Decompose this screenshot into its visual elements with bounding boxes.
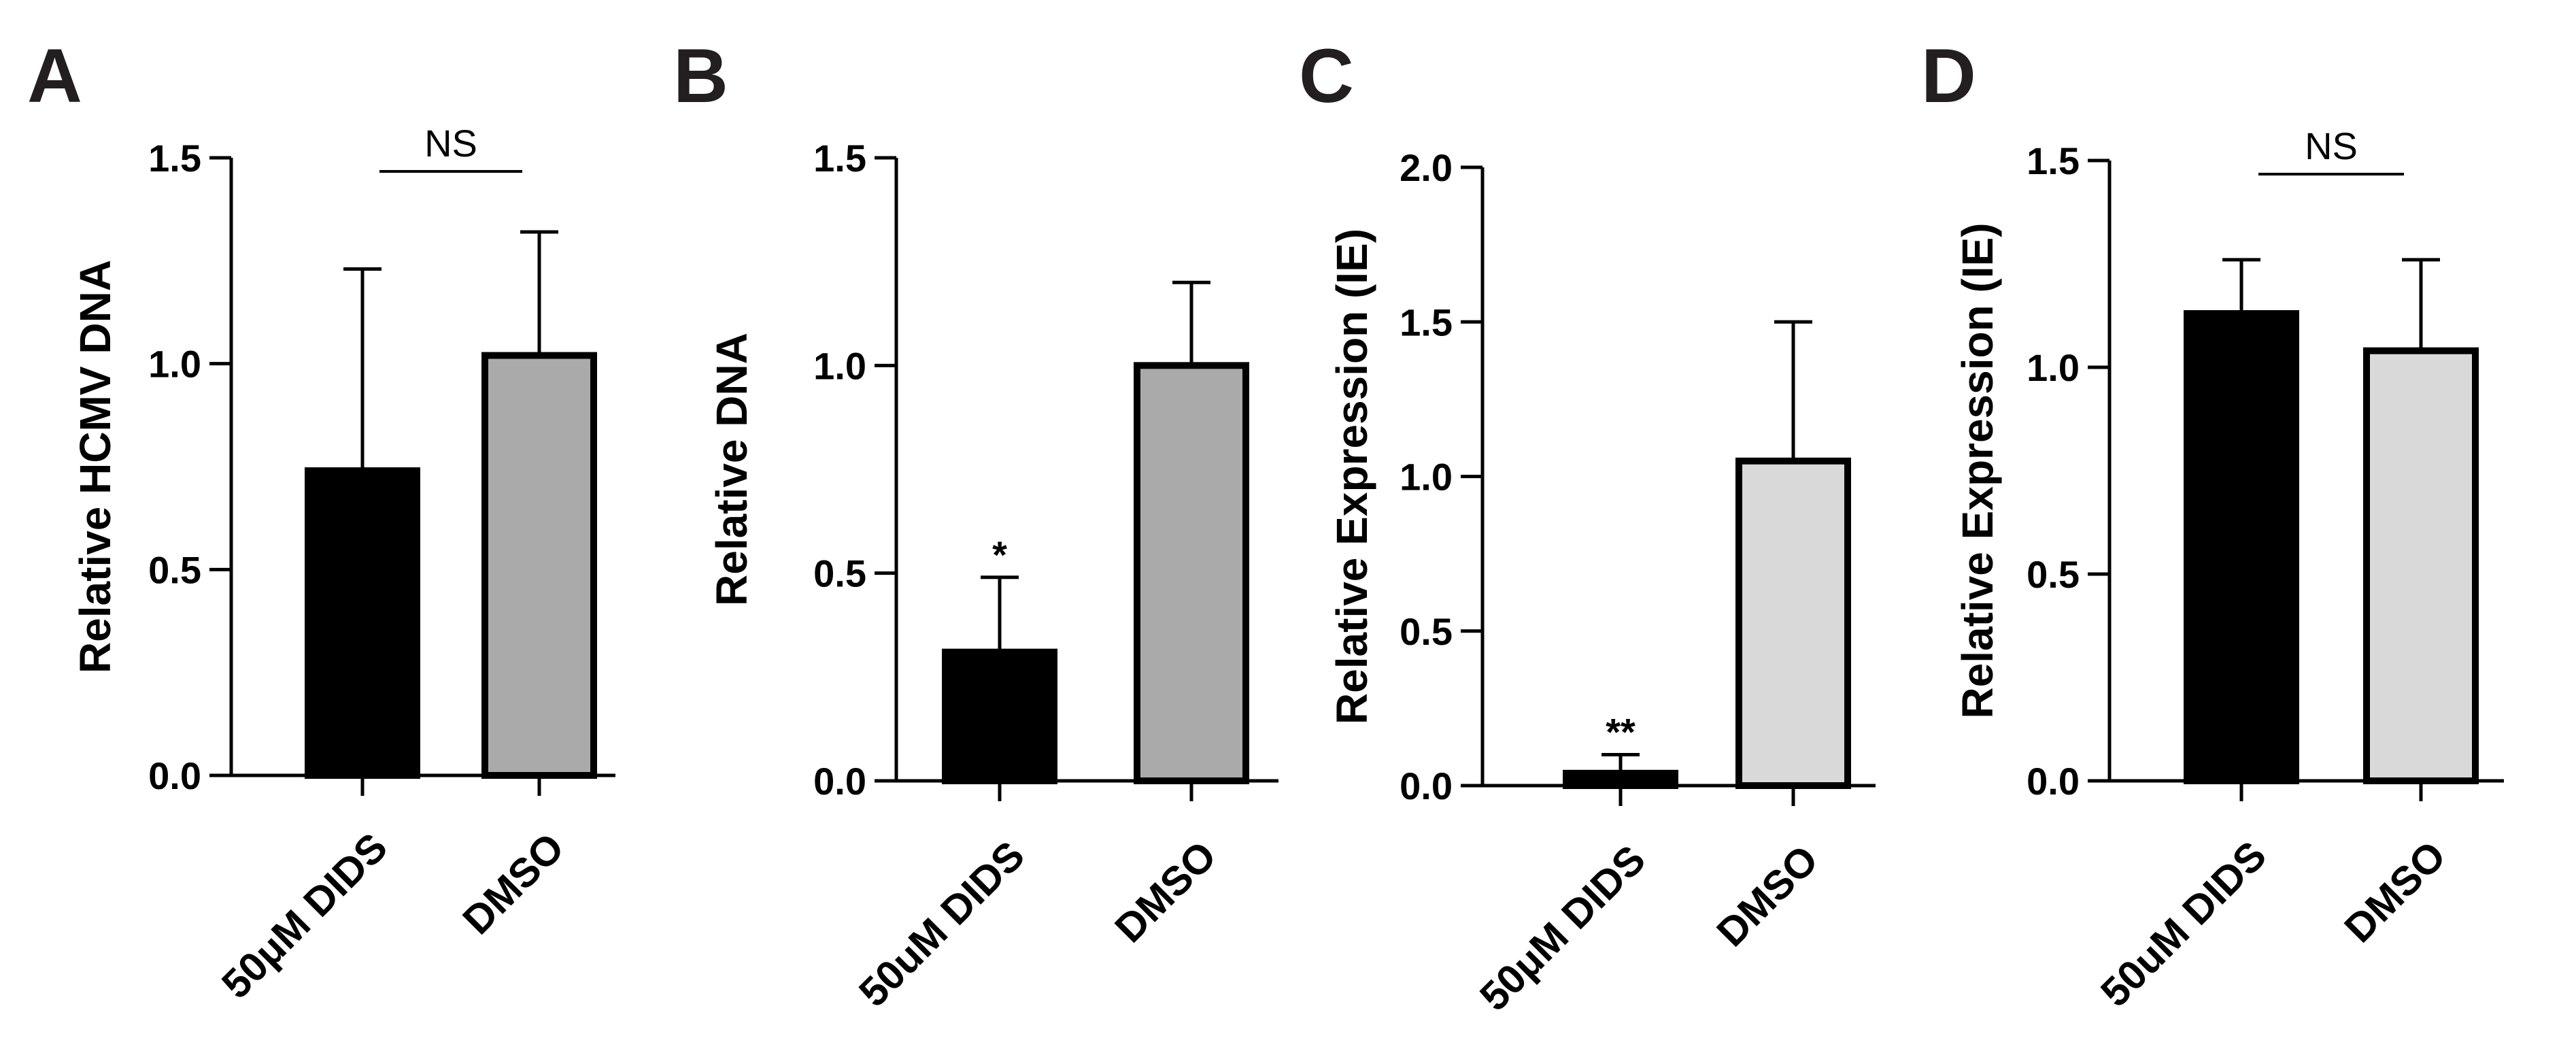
y-tick-label: 1.5 [1400, 301, 1453, 343]
y-tick-label: 0.0 [148, 754, 201, 797]
y-axis-label: Relative DNA [707, 333, 756, 606]
category-label: 50μM DIDS [213, 824, 396, 1007]
bar [305, 467, 420, 779]
y-axis-label: Relative Expression (IE) [1953, 222, 2002, 718]
y-axis-label: Relative HCMV DNA [71, 260, 120, 673]
y-tick-label: 2.0 [1400, 146, 1453, 189]
bracket-label: NS [2305, 124, 2358, 167]
y-tick-label: 1.5 [2027, 139, 2080, 182]
y-tick-label: 0.0 [1400, 765, 1453, 807]
bar [481, 352, 597, 779]
y-tick-label: 1.5 [813, 137, 866, 180]
y-tick-label: 1.5 [148, 137, 201, 180]
panels: A Relative HCMV DNA 50μM DIDS DMSO 0.0 0.5 1.0… [27, 33, 2504, 1020]
bar [1563, 769, 1678, 789]
y-tick-label: 0.5 [1400, 610, 1453, 653]
y-tick-label: 1.0 [148, 343, 201, 386]
panel-letter: C [1299, 33, 1354, 118]
panel-a: A Relative HCMV DNA 50μM DIDS DMSO 0.0 0.5 1.0… [27, 33, 615, 1007]
significance-label: * [992, 533, 1007, 576]
category-label: DMSO [454, 824, 573, 943]
category-label: 50μM DIDS [1471, 837, 1654, 1020]
category-label: 50uM DIDS [850, 833, 1033, 1016]
bar [1735, 457, 1851, 790]
bar [1134, 362, 1249, 784]
bar [942, 648, 1057, 785]
bar [2184, 309, 2299, 784]
bar [2363, 347, 2479, 784]
category-label: 50uM DIDS [2092, 833, 2275, 1016]
significance-label: ** [1606, 711, 1636, 754]
y-tick-label: 1.0 [813, 344, 866, 387]
y-tick-label: 0.5 [148, 548, 201, 591]
panel-c: C Relative Expression (IE) ** 50μM DIDS DMSO… [1299, 33, 1876, 1020]
panel-letter: A [27, 33, 82, 118]
y-tick-label: 0.5 [2027, 553, 2080, 596]
y-tick-label: 0.0 [813, 760, 866, 803]
bracket-label: NS [424, 122, 477, 165]
y-tick-label: 0.5 [813, 552, 866, 595]
panel-b: B Relative DNA * 50uM DIDS DMSO 0.0 0.5 1.0 1.5 [673, 33, 1278, 1016]
y-tick-label: 1.0 [2027, 346, 2080, 389]
category-label: DMSO [1106, 833, 1225, 952]
panel-letter: D [1921, 33, 1976, 118]
y-axis-label: Relative Expression (IE) [1327, 229, 1376, 724]
category-label: DMSO [1708, 837, 1827, 956]
panel-d: D Relative Expression (IE) 50uM DIDS DMSO 0.… [1921, 33, 2504, 1016]
y-tick-label: 0.0 [2027, 760, 2080, 803]
category-label: DMSO [2336, 833, 2455, 952]
y-tick-label: 1.0 [1400, 456, 1453, 499]
panel-letter: B [673, 33, 728, 118]
